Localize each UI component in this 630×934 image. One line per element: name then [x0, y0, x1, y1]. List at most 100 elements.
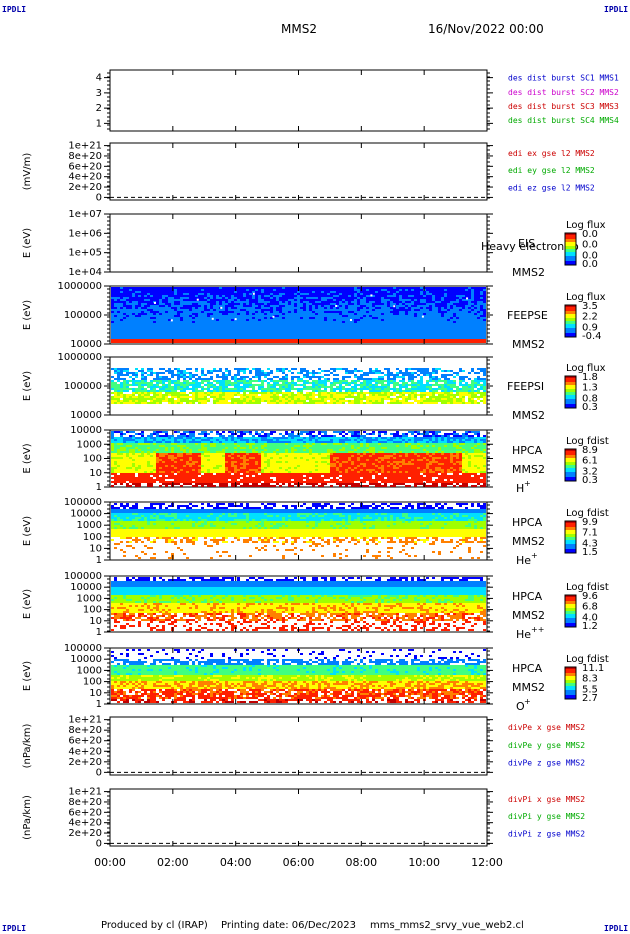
colorbar-value-feepsi-3: 0.3 [582, 402, 598, 413]
y-tick-label-hpca_h-2: 100 [83, 454, 102, 465]
y-axis-label-feepsi: E (eV) [22, 371, 33, 401]
colorbar-eis [564, 232, 577, 266]
y-tick-label-feepse-2: 1000000 [57, 281, 102, 292]
y-tick-label-edi-4: 8e+20 [68, 151, 102, 162]
legend-entry-des_burst-0: des dist burst SC1 MMS1 [508, 74, 619, 83]
colorbar-value-hpca_o-0: 11.1 [582, 663, 604, 674]
legend-entry-divpe-1: divPe y gse MMS2 [508, 741, 585, 750]
time-tick-label-5: 10:00 [408, 856, 440, 869]
corner-label-tr: IPDLI [604, 5, 629, 14]
y-tick-label-des_burst-2: 3 [96, 88, 102, 99]
colorbar-value-eis-2: 0.0 [582, 250, 598, 261]
colorbar-value-feepse-3: -0.4 [582, 331, 602, 342]
colorbar-value-hpca_h-2: 3.2 [582, 466, 598, 477]
instrument-label-feepsi: FEEPSI [507, 380, 544, 393]
y-tick-label-divpi-3: 6e+20 [68, 807, 102, 818]
legend-entry-des_burst-1: des dist burst SC2 MMS2 [508, 88, 619, 97]
colorbar-value-feepsi-2: 0.8 [582, 393, 598, 404]
spacecraft-label-hpca_he: MMS2 [512, 535, 545, 548]
y-tick-label-des_burst-3: 4 [96, 73, 102, 84]
spacecraft-label-feepsi: MMS2 [512, 409, 545, 422]
y-tick-label-divpi-0: 0 [96, 838, 102, 849]
y-tick-label-hpca_hepp-2: 100 [83, 605, 102, 616]
panel-frame-edi [109, 142, 488, 201]
spacecraft-label-eis: MMS2 [512, 266, 545, 279]
y-tick-label-divpe-0: 0 [96, 767, 102, 778]
colorbar-value-hpca_he-3: 1.5 [582, 547, 598, 558]
y-tick-label-hpca_o-3: 1000 [77, 665, 102, 676]
colorbar-title-hpca_h: Log fdist [566, 436, 609, 447]
species-label-hpca_o: O [516, 700, 525, 713]
colorbar-value-hpca_h-1: 6.1 [582, 456, 598, 467]
corner-label-bl: IPDLI [2, 924, 27, 933]
colorbar-value-hpca_hepp-3: 1.2 [582, 621, 598, 632]
y-tick-label-eis-2: 1e+06 [68, 228, 102, 239]
y-axis-label-feepse: E (eV) [22, 300, 33, 330]
y-tick-label-hpca_o-0: 1 [96, 699, 102, 710]
species-label-hpca_he: He [516, 554, 531, 567]
legend-entry-divpi-1: divPi y gse MMS2 [508, 812, 585, 821]
y-tick-label-divpe-4: 8e+20 [68, 725, 102, 736]
y-tick-label-edi-5: 1e+21 [68, 141, 102, 152]
time-tick-label-6: 12:00 [471, 856, 503, 869]
species-charge-hpca_h: + [524, 479, 531, 488]
time-tick-label-1: 02:00 [157, 856, 189, 869]
y-tick-label-divpe-3: 6e+20 [68, 736, 102, 747]
colorbar-value-hpca_o-1: 8.3 [582, 674, 598, 685]
colorbar-value-hpca_h-0: 8.9 [582, 445, 598, 456]
legend-entry-edi-1: edi ey gse l2 MMS2 [508, 166, 595, 175]
colorbar-value-feepse-2: 0.9 [582, 322, 598, 333]
legend-entry-divpe-0: divPe x gse MMS2 [508, 723, 585, 732]
time-tick-label-0: 00:00 [94, 856, 126, 869]
y-tick-label-edi-0: 0 [96, 192, 102, 203]
colorbar-hpca_h [564, 448, 577, 482]
colorbar-value-hpca_he-2: 4.3 [582, 538, 598, 549]
y-axis-label-hpca_he: E (eV) [22, 516, 33, 546]
overlay-text-eis: Heavy electron to [481, 240, 579, 253]
heatmap-cells-hpca_hepp [111, 577, 486, 631]
heatmap-cells-hpca_h [111, 431, 486, 487]
heatmap-cells-hpca_o [111, 649, 486, 703]
spacecraft-label-feepse: MMS2 [512, 338, 545, 351]
colorbar-value-feepse-0: 3.5 [582, 301, 598, 312]
y-tick-label-divpi-1: 2e+20 [68, 828, 102, 839]
y-axis-label-hpca_h: E (eV) [22, 443, 33, 473]
y-tick-label-hpca_o-5: 100000 [64, 643, 102, 654]
panel-frame-divpe [109, 716, 488, 776]
y-tick-label-divpi-5: 1e+21 [68, 787, 102, 798]
y-tick-label-des_burst-1: 2 [96, 103, 102, 114]
colorbar-title-eis: Log flux [566, 220, 606, 231]
colorbar-feepsi [564, 375, 577, 409]
colorbar-value-feepsi-1: 1.3 [582, 383, 598, 394]
panel-frame-eis [109, 213, 488, 273]
y-tick-label-divpe-1: 2e+20 [68, 757, 102, 768]
legend-entry-divpi-0: divPi x gse MMS2 [508, 795, 585, 804]
y-tick-label-edi-1: 2e+20 [68, 182, 102, 193]
colorbar-hpca_he [564, 520, 577, 554]
colorbar-value-hpca_hepp-2: 4.0 [582, 612, 598, 623]
y-tick-label-hpca_hepp-0: 1 [96, 627, 102, 638]
y-tick-label-hpca_hepp-3: 1000 [77, 593, 102, 604]
colorbar-value-hpca_o-3: 2.7 [582, 693, 598, 704]
instrument-label-hpca_h: HPCA [512, 444, 543, 457]
y-tick-label-feepse-0: 10000 [70, 339, 102, 350]
y-tick-label-hpca_he-1: 10 [89, 543, 102, 554]
y-tick-label-hpca_h-1: 10 [89, 468, 102, 479]
legend-entry-divpi-2: divPi z gse MMS2 [508, 830, 585, 839]
y-tick-label-hpca_h-0: 1 [96, 482, 102, 493]
y-axis-label-hpca_hepp: E (eV) [22, 589, 33, 619]
y-tick-label-hpca_he-4: 10000 [70, 509, 102, 520]
y-tick-label-hpca_o-4: 10000 [70, 654, 102, 665]
time-tick-label-4: 08:00 [345, 856, 377, 869]
colorbar-value-hpca_he-1: 7.1 [582, 528, 598, 539]
species-charge-hpca_o: + [524, 697, 531, 706]
y-axis-label-divpe: (nPa/km) [22, 724, 33, 769]
corner-label-tl: IPDLI [2, 5, 27, 14]
colorbar-value-hpca_hepp-0: 9.6 [582, 591, 598, 602]
colorbar-value-hpca_h-3: 0.3 [582, 475, 598, 486]
colorbar-feepse [564, 304, 577, 338]
y-tick-label-divpi-2: 4e+20 [68, 818, 102, 829]
footer-printing-date: Printing date: 06/Dec/2023 [221, 920, 357, 931]
y-tick-label-hpca_hepp-4: 10000 [70, 582, 102, 593]
colorbar-value-hpca_o-2: 5.5 [582, 684, 598, 695]
